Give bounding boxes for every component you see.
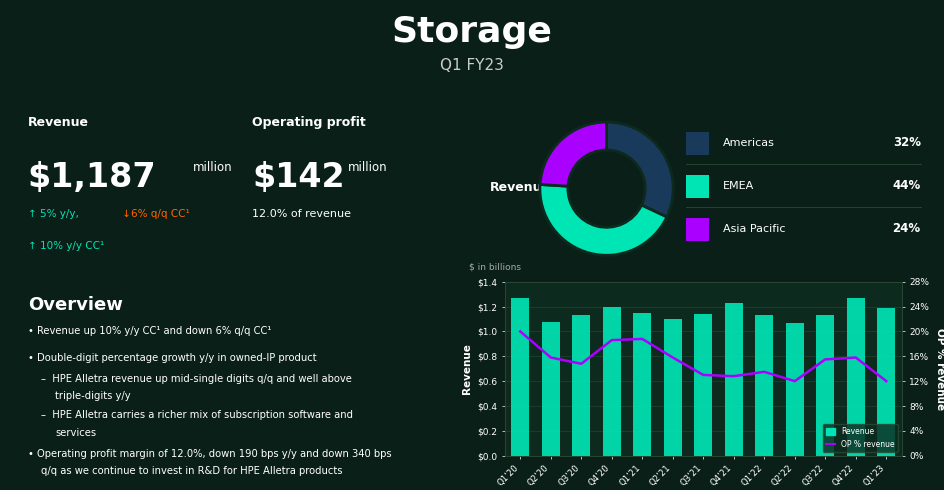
Bar (542, 321, 560, 456)
Text: Asia Pacific: Asia Pacific (723, 223, 785, 234)
FancyBboxPatch shape (685, 132, 709, 155)
Text: triple-digits y/y: triple-digits y/y (55, 391, 131, 401)
Bar (694, 314, 713, 456)
Text: 32%: 32% (893, 136, 920, 149)
Text: million: million (348, 161, 388, 173)
Text: q/q as we continue to invest in R&D for HPE Alletra products: q/q as we continue to invest in R&D for … (42, 466, 343, 476)
Wedge shape (540, 184, 666, 255)
Bar (877, 308, 896, 456)
Bar (755, 315, 773, 456)
Text: • Revenue up 10% y/y CC¹ and down 6% q/q CC¹: • Revenue up 10% y/y CC¹ and down 6% q/q… (27, 326, 271, 336)
FancyBboxPatch shape (685, 218, 709, 241)
Text: ↑ 10% y/y CC¹: ↑ 10% y/y CC¹ (27, 241, 104, 251)
Bar (602, 307, 621, 456)
Text: Revenue: Revenue (489, 181, 550, 194)
Text: 24%: 24% (893, 222, 920, 235)
Text: Q1 FY23: Q1 FY23 (440, 58, 504, 74)
Wedge shape (540, 122, 607, 186)
Y-axis label: OP % revenue: OP % revenue (935, 328, 944, 410)
Text: • Double-digit percentage growth y/y in owned-IP product: • Double-digit percentage growth y/y in … (27, 353, 316, 363)
Text: ↓6% q/q CC¹: ↓6% q/q CC¹ (119, 209, 190, 219)
Bar (572, 315, 590, 456)
Bar (664, 319, 682, 456)
Y-axis label: Revenue: Revenue (462, 343, 472, 394)
Text: 44%: 44% (892, 179, 920, 192)
Text: EMEA: EMEA (723, 181, 754, 191)
Bar (511, 298, 530, 456)
Text: –  HPE Alletra revenue up mid-single digits q/q and well above: – HPE Alletra revenue up mid-single digi… (42, 374, 352, 384)
Text: Storage: Storage (392, 15, 552, 49)
Text: services: services (55, 427, 96, 438)
FancyBboxPatch shape (685, 175, 709, 198)
Text: Americas: Americas (723, 138, 774, 147)
Text: Overview: Overview (27, 295, 123, 314)
Text: Operating profit: Operating profit (252, 116, 366, 129)
Text: $142: $142 (252, 161, 345, 194)
Bar (725, 303, 743, 456)
Wedge shape (606, 122, 673, 217)
Text: • Operating profit margin of 12.0%, down 190 bps y/y and down 340 bps: • Operating profit margin of 12.0%, down… (27, 448, 392, 459)
Bar (847, 298, 865, 456)
Text: Revenue: Revenue (27, 116, 89, 129)
Text: 12.0% of revenue: 12.0% of revenue (252, 209, 351, 219)
Bar (817, 315, 834, 456)
Text: million: million (193, 161, 232, 173)
Text: $ in billions: $ in billions (469, 262, 521, 271)
Text: ↑ 5% y/y,: ↑ 5% y/y, (27, 209, 78, 219)
Bar (633, 313, 651, 456)
Legend: Revenue, OP % revenue: Revenue, OP % revenue (822, 424, 898, 452)
Bar (785, 323, 804, 456)
Text: $1,187: $1,187 (27, 161, 157, 194)
Text: –  HPE Alletra carries a richer mix of subscription software and: – HPE Alletra carries a richer mix of su… (42, 410, 353, 420)
